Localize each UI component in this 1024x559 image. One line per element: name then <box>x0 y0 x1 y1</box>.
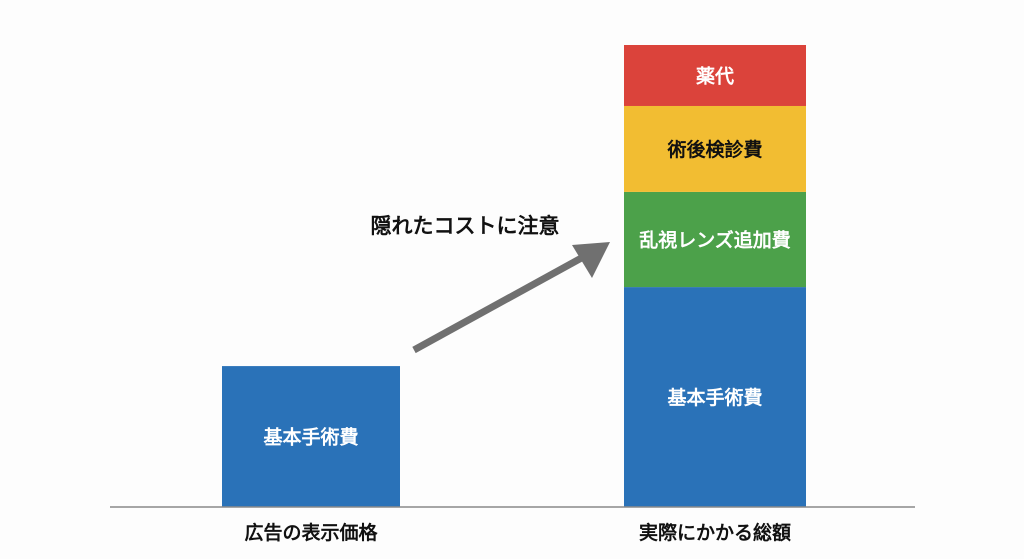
bar-segment <box>624 287 806 507</box>
bar-segment-label: 基本手術費 <box>262 426 358 449</box>
bar-segment <box>222 366 400 507</box>
bar-segment-label: 薬代 <box>695 64 734 87</box>
bar-segment-label: 乱視レンズ追加費 <box>639 229 791 252</box>
bar-segment-label: 術後検診費 <box>666 138 762 161</box>
x-tick-label: 広告の表示価格 <box>244 521 378 544</box>
bar-segment-label: 基本手術費 <box>666 386 762 409</box>
annotation-arrow-shaft <box>412 252 587 354</box>
bar-segment <box>624 191 806 288</box>
annotation-text: 隠れたコストに注意 <box>371 214 560 238</box>
bar-segment <box>624 45 806 106</box>
x-tick-label: 実際にかかる総額 <box>639 521 791 544</box>
bar-segment <box>624 105 806 192</box>
annotation-arrow-head <box>572 242 610 278</box>
